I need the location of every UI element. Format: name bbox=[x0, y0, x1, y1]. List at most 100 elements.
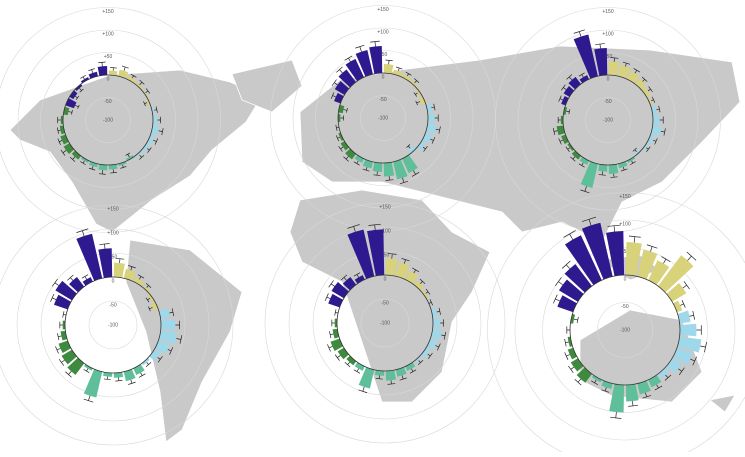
r-tick-label: +150 bbox=[379, 204, 390, 210]
error-bar bbox=[104, 377, 111, 380]
r-tick-label: +100 bbox=[102, 31, 113, 37]
error-bar bbox=[110, 67, 117, 70]
r-tick-label: -50 bbox=[104, 99, 111, 105]
r-tick-label: -100 bbox=[380, 320, 390, 326]
r-tick-label: +100 bbox=[602, 31, 613, 37]
error-bar bbox=[60, 322, 63, 329]
error-bar bbox=[146, 362, 151, 366]
r-tick-label: -50 bbox=[604, 99, 611, 105]
r-tick-label: +150 bbox=[102, 9, 113, 15]
error-bar bbox=[683, 281, 690, 289]
r-tick-label: -100 bbox=[378, 115, 388, 121]
bar bbox=[98, 66, 108, 76]
error-bar bbox=[128, 380, 135, 385]
r-tick-label: +100 bbox=[377, 29, 388, 35]
error-bar bbox=[329, 331, 333, 338]
r-tick-label: -50 bbox=[109, 302, 116, 308]
error-bar bbox=[629, 236, 641, 242]
r-tick-label: +50 bbox=[104, 54, 113, 60]
error-bar bbox=[336, 67, 342, 73]
r-tick-label: -100 bbox=[103, 117, 113, 123]
error-bar bbox=[697, 325, 702, 335]
r-tick-label: +150 bbox=[602, 9, 613, 15]
error-bar bbox=[610, 412, 621, 418]
bar bbox=[59, 341, 72, 353]
error-bar bbox=[628, 401, 638, 406]
bar bbox=[609, 164, 619, 174]
r-tick-label: -50 bbox=[379, 97, 386, 103]
error-bar bbox=[687, 252, 696, 261]
r-tick-label: -50 bbox=[381, 300, 388, 306]
error-bar bbox=[80, 75, 85, 79]
error-bar bbox=[575, 379, 582, 385]
error-bar bbox=[99, 243, 109, 248]
error-bar bbox=[65, 371, 71, 377]
bar bbox=[84, 369, 102, 397]
bar bbox=[338, 348, 349, 360]
error-bar bbox=[82, 275, 88, 280]
r-tick-label: 0 bbox=[112, 278, 115, 284]
r-tick-label: +100 bbox=[619, 221, 630, 227]
bar bbox=[384, 64, 394, 74]
r-tick-label: -50 bbox=[621, 304, 628, 310]
error-bar bbox=[690, 311, 695, 320]
r-tick-label: 0 bbox=[607, 76, 610, 82]
error-bar bbox=[67, 275, 73, 280]
error-bar bbox=[355, 45, 364, 51]
r-tick-label: +150 bbox=[107, 206, 118, 212]
error-bar bbox=[84, 369, 90, 373]
bar bbox=[114, 263, 125, 278]
error-bar bbox=[50, 294, 56, 302]
r-tick-label: +150 bbox=[377, 7, 388, 13]
error-bar bbox=[354, 369, 360, 374]
error-bar bbox=[553, 295, 559, 304]
error-bar bbox=[647, 245, 658, 252]
error-bar bbox=[358, 387, 367, 393]
error-bar bbox=[52, 279, 58, 286]
error-bar bbox=[555, 277, 562, 285]
bar bbox=[386, 370, 396, 380]
r-tick-label: -100 bbox=[108, 322, 118, 328]
error-bar bbox=[139, 373, 145, 378]
south-america bbox=[126, 240, 242, 442]
error-bar bbox=[385, 60, 392, 64]
bar bbox=[331, 339, 344, 351]
error-bar bbox=[562, 261, 570, 269]
error-bar bbox=[329, 280, 335, 287]
error-bar bbox=[335, 355, 340, 361]
bar bbox=[359, 367, 375, 388]
bar bbox=[680, 324, 697, 337]
bar bbox=[373, 162, 383, 172]
error-bar bbox=[88, 69, 94, 73]
error-bar bbox=[565, 339, 569, 346]
error-bar bbox=[332, 320, 335, 327]
error-bar bbox=[567, 326, 570, 333]
error-bar bbox=[370, 41, 380, 46]
error-bar bbox=[345, 362, 350, 367]
error-bar bbox=[84, 396, 94, 402]
bar bbox=[653, 115, 660, 124]
r-tick-label: -100 bbox=[603, 117, 613, 123]
error-bar bbox=[574, 30, 585, 37]
r-tick-label: +150 bbox=[619, 194, 630, 200]
error-bar bbox=[574, 317, 578, 323]
bar bbox=[433, 318, 440, 328]
bar bbox=[133, 364, 144, 375]
r-tick-label: 0 bbox=[384, 276, 387, 282]
r-tick-label: 0 bbox=[624, 276, 627, 282]
r-tick-label: -100 bbox=[620, 327, 630, 333]
error-bar bbox=[325, 293, 330, 300]
error-bar bbox=[55, 346, 60, 353]
error-bar bbox=[57, 333, 61, 340]
bar bbox=[153, 116, 158, 125]
r-tick-label: +100 bbox=[107, 230, 118, 236]
error-bar bbox=[115, 378, 122, 382]
r-tick-label: 0 bbox=[382, 74, 385, 80]
error-bar bbox=[98, 62, 105, 66]
error-bar bbox=[700, 342, 706, 352]
bar bbox=[161, 320, 176, 331]
bar bbox=[76, 234, 102, 281]
r-tick-label: 0 bbox=[107, 76, 110, 82]
